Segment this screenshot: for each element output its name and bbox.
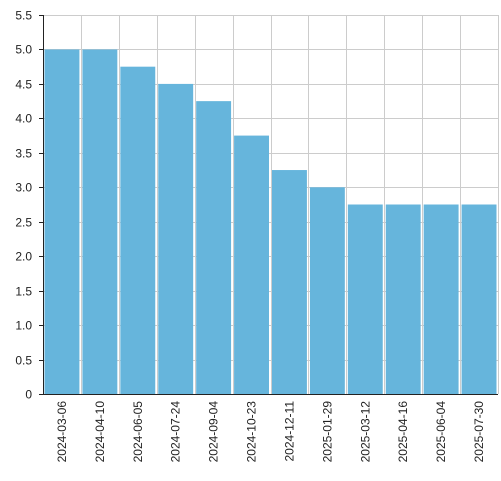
x-tick-label: 2025-07-30 [472,401,486,463]
bar [272,170,307,394]
y-tick-label: 3.5 [15,147,32,161]
y-tick-label: 2.0 [15,250,32,264]
x-tick-label: 2025-01-29 [320,401,334,463]
bar [196,101,232,395]
y-tick-label: 2.5 [15,216,32,230]
bar [120,66,156,394]
x-tick-label: 2024-10-23 [245,401,259,463]
y-tick-label: 0 [25,388,32,402]
x-tick-label: 2024-03-06 [55,401,69,463]
axes [39,15,498,395]
x-tick-label: 2024-09-04 [207,401,221,463]
x-tick-label: 2025-03-12 [358,401,372,463]
bar [385,204,421,394]
x-tick-label: 2024-04-10 [93,401,107,463]
y-tick-label: 5.0 [15,43,32,57]
bar [158,83,194,394]
bar [82,49,118,395]
x-tick-label: 2024-06-05 [131,401,145,463]
y-tick-label: 5.5 [15,9,32,23]
y-tick-label: 0.5 [15,354,32,368]
x-tick-labels: 2024-03-06 2024-04-10 2024-06-05 2024-07-24… [55,401,486,463]
x-tick-label: 2025-04-16 [396,401,410,463]
y-tick-label: 3.0 [15,181,32,195]
bar [44,49,80,395]
x-tick-label: 2024-12-11 [282,401,296,462]
bars [44,49,497,395]
bar [347,204,383,394]
y-tick-label: 4.5 [15,78,32,92]
bar [423,204,459,394]
y-tick-label: 1.5 [15,285,32,299]
y-tick-label: 4.0 [15,112,32,126]
bar [234,135,269,394]
x-tick-label: 2024-07-24 [169,401,183,463]
y-tick-label: 1.0 [15,319,32,333]
x-tick-label: 2025-06-04 [434,401,448,463]
bar [309,187,345,394]
bar [461,204,497,394]
y-tick-labels: 0 0.5 1.0 1.5 2.0 2.5 3.0 3.5 4.0 4.5 5.0 5.5 [15,9,32,402]
